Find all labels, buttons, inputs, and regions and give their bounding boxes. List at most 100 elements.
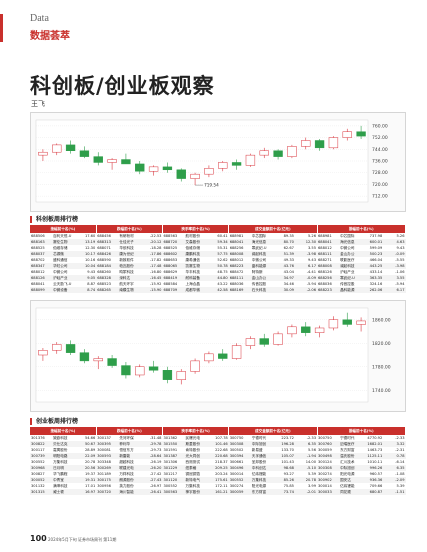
code-cell: 300059 [228, 489, 251, 495]
code-cell: 688223 [228, 263, 251, 269]
value-cell: -15.92 [149, 282, 162, 286]
value-cell: 5.39 [396, 484, 405, 488]
code-cell: 688313 [96, 239, 119, 245]
name-cell: 上海合晶 [185, 281, 200, 286]
candle-body [93, 358, 103, 362]
code-cell: 300059 [318, 448, 332, 452]
value-cell: 996.26 [361, 465, 384, 471]
name-cell: 中科创达 [250, 465, 273, 471]
code-cell: 300593 [96, 453, 119, 459]
value-cell: -1.06 [395, 270, 405, 274]
value-cell: 6.17 [383, 287, 406, 293]
code-cell: 300496 [228, 465, 251, 471]
code-cell: 301306 [163, 460, 178, 464]
value-cell: 93.27 [283, 472, 294, 476]
value-cell: 13.19 [74, 239, 97, 245]
code-cell: 300308 [317, 465, 340, 471]
value-cell: 5.26 [308, 234, 317, 238]
code-cell: 303348 [97, 460, 111, 464]
value-cell: 599.09 [369, 246, 383, 250]
value-cell: 107.78 [215, 436, 228, 440]
value-cell: -16.45 [140, 275, 163, 281]
code-cell: 688012 [318, 246, 332, 250]
value-cell: 363.35 [361, 275, 384, 281]
value-cell: 737.98 [369, 234, 383, 238]
name-cell: 致欧科技 [53, 435, 68, 440]
name-cell: 万集科技 [250, 477, 273, 483]
code-cell: 300827 [31, 472, 45, 476]
candle-body [38, 151, 48, 156]
value-cell: -6.14 [395, 460, 405, 464]
value-cell: 22.09 [74, 453, 97, 459]
candle-body [356, 320, 366, 325]
name-cell: 中青宝 [52, 477, 75, 483]
value-cell: 172.11 [215, 484, 228, 488]
value-cell: 17.60 [84, 234, 96, 238]
value-cell: -26.19 [149, 460, 162, 464]
code-cell: 688584 [163, 282, 178, 286]
value-cell: -22.53 [149, 234, 162, 238]
code-cell: 688163 [30, 239, 53, 245]
value-cell: -31.48 [149, 436, 162, 440]
candle-body [273, 333, 283, 345]
code-cell: 301376 [31, 436, 45, 440]
name-cell: 肯特股份 [185, 447, 200, 452]
value-cell: -26.97 [149, 484, 162, 488]
name-cell: 海川智能 [118, 489, 141, 495]
table-row: 300052 中青宝 19.31 300175 朗源股份 -27.43 301120 新特电气… [30, 477, 406, 483]
value-cell: 6.35 [383, 465, 406, 471]
candle-body [65, 344, 76, 353]
candle-body [314, 327, 325, 333]
code-cell: 688223 [317, 287, 340, 293]
table-row: 300822 贝仕达克 50.67 300395 菲利华 -29.78 301550 斯菱股份… [30, 441, 406, 447]
candle-body [204, 168, 214, 175]
code-cell: 300394 [228, 453, 251, 459]
value-cell: 443.25 [361, 263, 384, 269]
name-cell: 金山办公 [250, 275, 273, 281]
code-cell: 688709 [162, 287, 185, 293]
code-cell: 688419 [162, 275, 185, 281]
name-cell: 华虹公司 [52, 263, 75, 269]
name-cell: 嘉寓股份 [53, 447, 68, 452]
candle-body [52, 144, 62, 153]
y-tick-label: 752.00 [372, 135, 388, 141]
value-cell: 59.34 [206, 239, 229, 245]
value-cell: 48.75 [217, 270, 228, 274]
code-cell: 301591 [163, 448, 178, 452]
value-cell: 20.78 [84, 460, 96, 464]
candle-body [328, 137, 339, 149]
value-cell: 12.30 [84, 246, 96, 250]
name-cell: 云天励飞-U [53, 281, 72, 286]
value-cell: -16.80 [149, 270, 162, 274]
code-cell: 300502 [229, 448, 244, 452]
code-cell: 688426 [96, 251, 119, 257]
name-cell: 深科达 [118, 275, 141, 281]
value-cell: -3.98 [294, 251, 318, 257]
table-row: 300827 华飞鹏程 19.37 301189 万祥科技 -27.42 301217 铜冠铜… [30, 471, 406, 477]
value-cell: 54.66 [84, 436, 96, 440]
candle-body [218, 353, 228, 359]
value-cell: 4770.92 [367, 436, 383, 440]
value-cell: 60.41 [217, 234, 228, 238]
value-cell: 43.76 [272, 263, 295, 269]
value-cell: -0.09 [383, 251, 406, 257]
code-cell: 300822 [30, 441, 53, 447]
name-cell: 中微设备 [52, 287, 75, 293]
candle-body [121, 159, 131, 165]
candle-body [287, 326, 297, 335]
code-cell: 688525 [163, 246, 178, 250]
name-cell: 新致软件 [119, 257, 134, 262]
name-cell: 宁德时代 [251, 435, 267, 440]
code-cell: 688328 [96, 275, 119, 281]
name-cell: 神宇股份 [184, 489, 207, 495]
table-row: 688506 百利天恒-U 17.60 688456 有研粉材 -22.53 688563 航… [30, 233, 406, 239]
candle-body [190, 360, 200, 372]
name-cell: 佰维存储 [53, 245, 68, 250]
code-cell: 688271 [318, 258, 332, 262]
code-cell: 688702 [31, 258, 45, 262]
name-cell: 万集科技 [53, 459, 68, 464]
name-cell: 华丰科技 [185, 269, 200, 274]
name-cell: 阳光电源 [340, 471, 355, 476]
name-cell: 百利天恒-U [53, 233, 72, 238]
value-cell: -4.41 [306, 270, 317, 274]
